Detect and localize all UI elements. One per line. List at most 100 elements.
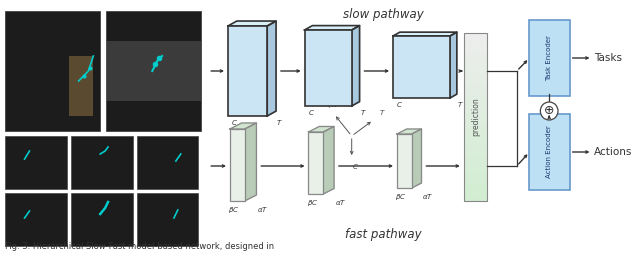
Bar xyxy=(228,26,268,116)
Bar xyxy=(397,134,412,188)
Text: $\alpha T$: $\alpha T$ xyxy=(257,205,269,214)
Polygon shape xyxy=(352,26,360,106)
Bar xyxy=(464,44,487,47)
Bar xyxy=(464,114,487,117)
Text: $\beta C$: $\beta C$ xyxy=(395,192,406,202)
Bar xyxy=(464,137,487,140)
Bar xyxy=(464,92,487,95)
Bar xyxy=(464,109,487,111)
Bar xyxy=(393,36,450,98)
Bar xyxy=(464,120,487,123)
Bar xyxy=(464,125,487,128)
Bar xyxy=(136,193,198,246)
Bar xyxy=(464,162,487,165)
Bar xyxy=(464,176,487,179)
Bar xyxy=(464,33,487,36)
Text: $\beta C$: $\beta C$ xyxy=(307,198,318,208)
Bar xyxy=(464,72,487,75)
Bar xyxy=(464,75,487,78)
Bar xyxy=(464,128,487,131)
Text: Action Encoder: Action Encoder xyxy=(546,126,552,178)
Bar xyxy=(464,52,487,55)
Bar xyxy=(464,111,487,114)
Bar xyxy=(464,156,487,159)
Bar xyxy=(464,69,487,72)
Bar xyxy=(464,36,487,39)
Bar xyxy=(464,61,487,64)
Bar xyxy=(464,184,487,187)
Text: C: C xyxy=(232,120,237,126)
Bar xyxy=(464,165,487,167)
Bar xyxy=(464,140,487,142)
Text: slow pathway: slow pathway xyxy=(343,8,424,21)
Text: Task Encoder: Task Encoder xyxy=(546,35,552,81)
Text: fast pathway: fast pathway xyxy=(345,228,422,241)
Bar xyxy=(71,136,132,189)
Text: H,W: H,W xyxy=(323,102,337,108)
Bar xyxy=(464,95,487,97)
Bar xyxy=(106,41,202,101)
Bar xyxy=(464,58,487,61)
Bar xyxy=(464,159,487,162)
Bar xyxy=(230,129,244,201)
Bar xyxy=(464,39,487,41)
Bar xyxy=(464,134,487,137)
Bar xyxy=(464,97,487,100)
Bar xyxy=(464,131,487,134)
Bar xyxy=(464,190,487,193)
Bar xyxy=(106,11,202,131)
Text: T: T xyxy=(360,110,365,116)
Text: T: T xyxy=(380,110,383,116)
Text: $\alpha T$: $\alpha T$ xyxy=(422,192,434,201)
Bar xyxy=(464,117,487,120)
Bar xyxy=(464,50,487,52)
Bar xyxy=(464,193,487,195)
Bar xyxy=(464,86,487,89)
Bar xyxy=(464,64,487,67)
Polygon shape xyxy=(244,123,257,201)
Bar xyxy=(464,198,487,201)
FancyBboxPatch shape xyxy=(529,114,570,190)
Bar xyxy=(464,187,487,190)
Bar xyxy=(5,136,67,189)
Bar xyxy=(5,193,67,246)
Text: ⊕: ⊕ xyxy=(544,104,554,118)
Bar xyxy=(464,103,487,106)
Text: prediction: prediction xyxy=(471,98,480,136)
Bar xyxy=(464,148,487,151)
Bar xyxy=(5,11,100,131)
Bar xyxy=(464,78,487,81)
Circle shape xyxy=(540,102,558,120)
Bar xyxy=(464,123,487,125)
Bar xyxy=(136,136,198,189)
Polygon shape xyxy=(323,126,334,194)
Text: T: T xyxy=(458,102,462,108)
Bar xyxy=(464,179,487,182)
Text: T: T xyxy=(277,120,282,126)
Bar xyxy=(464,173,487,176)
Bar xyxy=(308,132,323,194)
Polygon shape xyxy=(393,32,457,36)
Bar xyxy=(464,145,487,148)
Bar xyxy=(464,106,487,109)
Text: Fig. 3. Hierarchical Slow-Fast model-based network, designed in: Fig. 3. Hierarchical Slow-Fast model-bas… xyxy=(5,242,274,251)
Text: $\alpha T$: $\alpha T$ xyxy=(335,198,346,207)
Bar xyxy=(68,56,93,116)
Bar xyxy=(464,151,487,153)
Bar xyxy=(464,89,487,92)
Polygon shape xyxy=(230,123,257,129)
Bar xyxy=(464,170,487,173)
Bar xyxy=(464,67,487,69)
Text: C: C xyxy=(397,102,402,108)
Bar xyxy=(464,81,487,83)
Polygon shape xyxy=(228,21,276,26)
Bar xyxy=(305,30,352,106)
Text: C: C xyxy=(353,164,358,170)
Bar xyxy=(464,100,487,103)
Polygon shape xyxy=(397,129,422,134)
Bar xyxy=(464,195,487,198)
Bar xyxy=(464,153,487,156)
Bar xyxy=(464,182,487,184)
Bar xyxy=(464,55,487,58)
Text: C: C xyxy=(308,110,314,116)
